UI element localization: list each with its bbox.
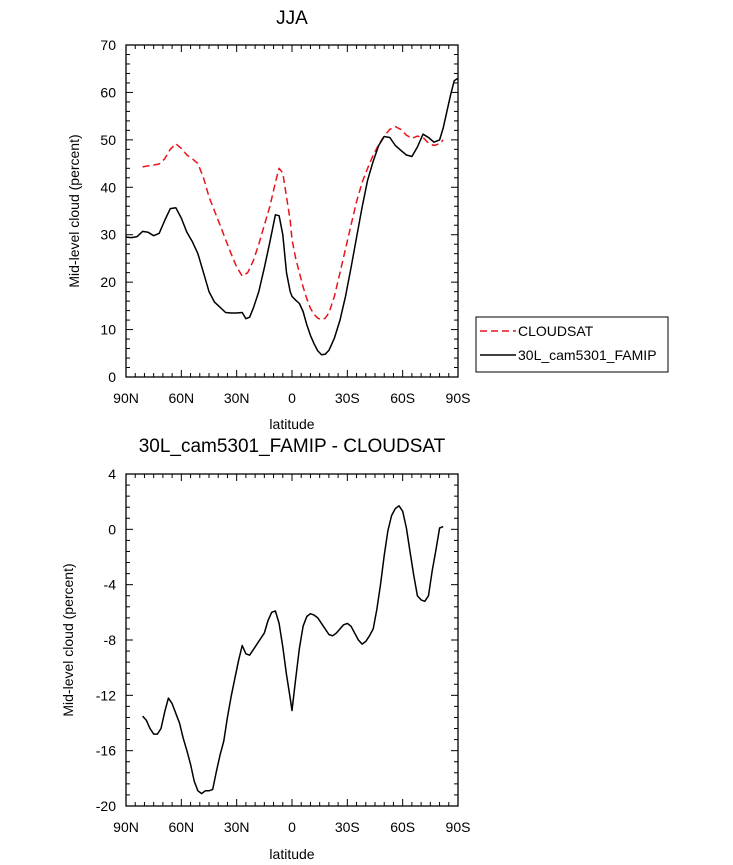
- top-y-tick-label: 20: [100, 274, 116, 290]
- top-x-axis-label: latitude: [269, 416, 314, 432]
- top-plot-frame: [125, 44, 459, 378]
- bot-x-tick-label: 90S: [446, 819, 471, 835]
- bot-x-tick-label: 60S: [390, 819, 415, 835]
- top-ticks: [125, 44, 459, 378]
- bot-x-tick-label: 30S: [335, 819, 360, 835]
- bot-y-tick-label: -8: [104, 632, 117, 648]
- bot-y-tick-label: -16: [96, 743, 116, 759]
- top-x-tick-label: 0: [288, 390, 296, 406]
- bottom-x-axis-label: latitude: [269, 846, 314, 862]
- bot-y-tick-label: 4: [108, 466, 116, 482]
- top-series-line-cloudsat: [142, 125, 444, 321]
- top-y-tick-label: 10: [100, 322, 116, 338]
- bottom-y-tick-labels: -20 -16 -12 -8 -4 0 4: [96, 466, 116, 814]
- top-y-tick-label: 50: [100, 132, 116, 148]
- bottom-ticks: [125, 473, 459, 807]
- bot-y-tick-label: -20: [96, 798, 116, 814]
- top-x-tick-label: 60N: [168, 390, 194, 406]
- bot-x-tick-label: 0: [288, 819, 296, 835]
- top-y-tick-label: 70: [100, 37, 116, 53]
- legend-label-cloudsat: CLOUDSAT: [518, 323, 594, 339]
- top-chart-title: JJA: [276, 8, 308, 29]
- bot-x-tick-label: 90N: [113, 819, 139, 835]
- top-x-tick-label: 90N: [113, 390, 139, 406]
- top-x-tick-label: 60S: [390, 390, 415, 406]
- bottom-x-tick-labels: 90N 60N 30N 0 30S 60S 90S: [113, 819, 470, 835]
- legend-box: [475, 316, 669, 373]
- top-y-tick-labels: 0 10 20 30 40 50 60 70: [100, 37, 116, 385]
- legend-label-famip: 30L_cam5301_FAMIP: [518, 347, 657, 363]
- top-y-tick-label: 40: [100, 179, 116, 195]
- bottom-series-lines: [142, 505, 444, 795]
- top-y-tick-label: 30: [100, 227, 116, 243]
- top-y-axis-label: Mid-level cloud (percent): [66, 134, 82, 287]
- top-x-tick-labels: 90N 60N 30N 0 30S 60S 90S: [113, 390, 470, 406]
- bot-y-tick-label: 0: [108, 521, 116, 537]
- bottom-plot-frame: [125, 473, 459, 807]
- bot-x-tick-label: 60N: [168, 819, 194, 835]
- top-y-tick-label: 0: [108, 369, 116, 385]
- bottom-chart-title: 30L_cam5301_FAMIP - CLOUDSAT: [139, 436, 446, 457]
- bottom-y-axis-label: Mid-level cloud (percent): [60, 563, 76, 716]
- legend: CLOUDSAT 30L_cam5301_FAMIP: [475, 316, 669, 373]
- bot-y-tick-label: -12: [96, 687, 116, 703]
- top-y-tick-label: 60: [100, 84, 116, 100]
- top-x-tick-label: 90S: [446, 390, 471, 406]
- bot-x-tick-label: 30N: [224, 819, 250, 835]
- bot-y-tick-label: -4: [104, 577, 117, 593]
- bot-series-line-difference: [142, 505, 444, 795]
- top-panel: JJA 90N 60N 30N 0 30S 60S 90S 010203040506070 …: [66, 8, 470, 432]
- bottom-panel: 30L_cam5301_FAMIP - CLOUDSAT 90N 60N 30N 0 3…: [60, 436, 470, 862]
- top-x-tick-label: 30N: [224, 390, 250, 406]
- top-x-tick-label: 30S: [335, 390, 360, 406]
- top-series-lines: [125, 77, 459, 356]
- top-series-line-30l-cam5301-famip: [125, 77, 459, 356]
